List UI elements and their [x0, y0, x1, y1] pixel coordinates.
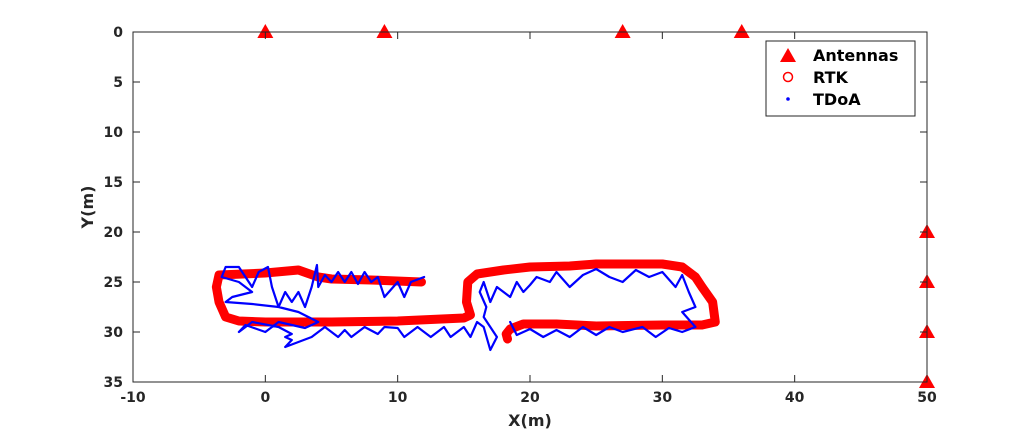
legend: Antennas RTK TDoA: [765, 40, 916, 117]
x-tick-label: 0: [260, 390, 270, 406]
y-tick-label: 15: [104, 175, 123, 191]
x-tick-label: 30: [653, 390, 673, 406]
x-tick-label: 40: [785, 390, 805, 406]
legend-marker-rtk: [782, 71, 794, 83]
x-tick-label: 20: [520, 390, 540, 406]
x-axis-label: X(m): [508, 411, 552, 430]
rtk-trajectory: [211, 259, 720, 344]
tdoa-trajectory: [220, 263, 697, 352]
x-tick-label: 10: [388, 390, 408, 406]
x-tick-label: 50: [917, 390, 937, 406]
antenna-marker: [733, 24, 750, 38]
antenna-marker: [614, 24, 631, 38]
legend-label: TDoA: [813, 90, 861, 109]
legend-label: RTK: [813, 68, 849, 87]
legend-marker-antennas: [780, 48, 796, 62]
y-tick-label: 0: [113, 25, 123, 41]
y-tick-label: 5: [113, 75, 123, 91]
y-axis-label: Y(m): [78, 186, 97, 230]
legend-marker-tdoa: [786, 97, 790, 101]
axes: -10 0 10 20 30 40 50 0 5 10 15 20 25 30 35: [104, 25, 937, 406]
antenna-marker: [376, 24, 393, 38]
x-tick-label: -10: [120, 390, 146, 406]
antenna-marker: [257, 24, 274, 38]
legend-label: Antennas: [813, 46, 898, 65]
y-tick-label: 30: [104, 325, 124, 341]
y-tick-label: 20: [104, 225, 124, 241]
y-tick-label: 35: [104, 375, 123, 391]
y-tick-label: 25: [104, 275, 123, 291]
y-tick-label: 10: [104, 125, 124, 141]
